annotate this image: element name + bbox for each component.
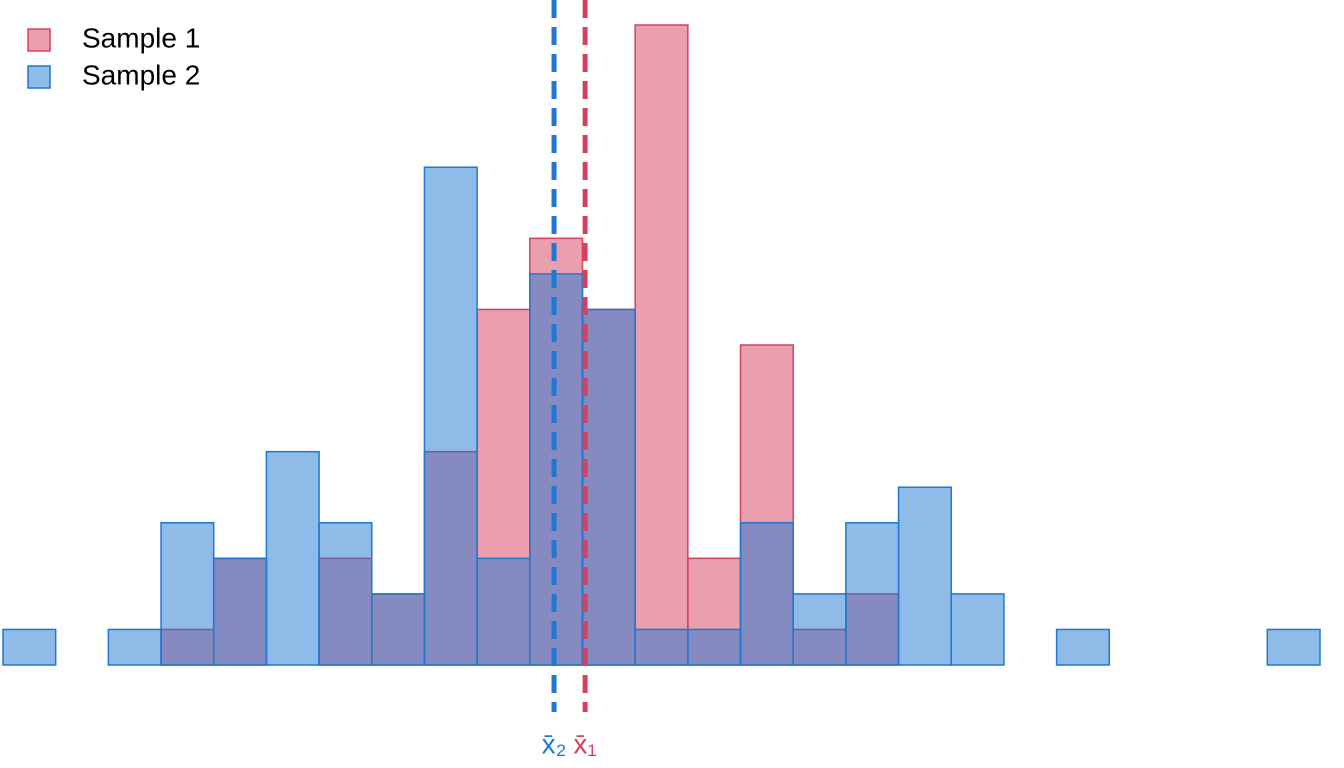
bar	[212, 557, 268, 666]
legend-swatch	[27, 65, 51, 89]
legend-swatch	[27, 28, 51, 52]
bar	[160, 522, 215, 666]
bar	[792, 593, 847, 666]
bar	[634, 24, 689, 666]
bar	[2, 628, 57, 666]
bar	[423, 166, 478, 666]
mean-label: x̄₁	[573, 728, 596, 759]
bar	[950, 593, 1005, 666]
bar	[581, 308, 636, 666]
legend-label: Sample 2	[82, 59, 200, 90]
bar	[687, 628, 742, 666]
bar	[1055, 628, 1111, 666]
bar	[476, 557, 531, 666]
mean-label: x̄₂	[542, 728, 567, 759]
bar	[265, 450, 320, 666]
bar	[371, 593, 426, 666]
bar	[634, 628, 689, 666]
bar	[107, 628, 162, 666]
bar	[845, 522, 900, 666]
bar	[1266, 628, 1321, 666]
legend-label: Sample 1	[82, 22, 200, 53]
bar	[739, 522, 794, 666]
bar	[318, 522, 373, 666]
bar	[897, 486, 952, 666]
